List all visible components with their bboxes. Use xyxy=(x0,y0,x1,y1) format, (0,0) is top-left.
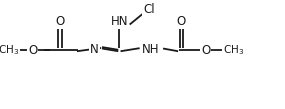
Text: Cl: Cl xyxy=(143,3,154,16)
Text: O: O xyxy=(55,15,64,28)
Text: CH$_3$: CH$_3$ xyxy=(223,43,244,57)
Text: O: O xyxy=(176,15,186,28)
Text: N: N xyxy=(90,43,99,56)
Text: NH: NH xyxy=(142,43,160,56)
Text: O: O xyxy=(28,44,37,57)
Text: O: O xyxy=(201,44,210,57)
Text: HN: HN xyxy=(111,15,129,28)
Text: CH$_3$: CH$_3$ xyxy=(0,43,19,57)
